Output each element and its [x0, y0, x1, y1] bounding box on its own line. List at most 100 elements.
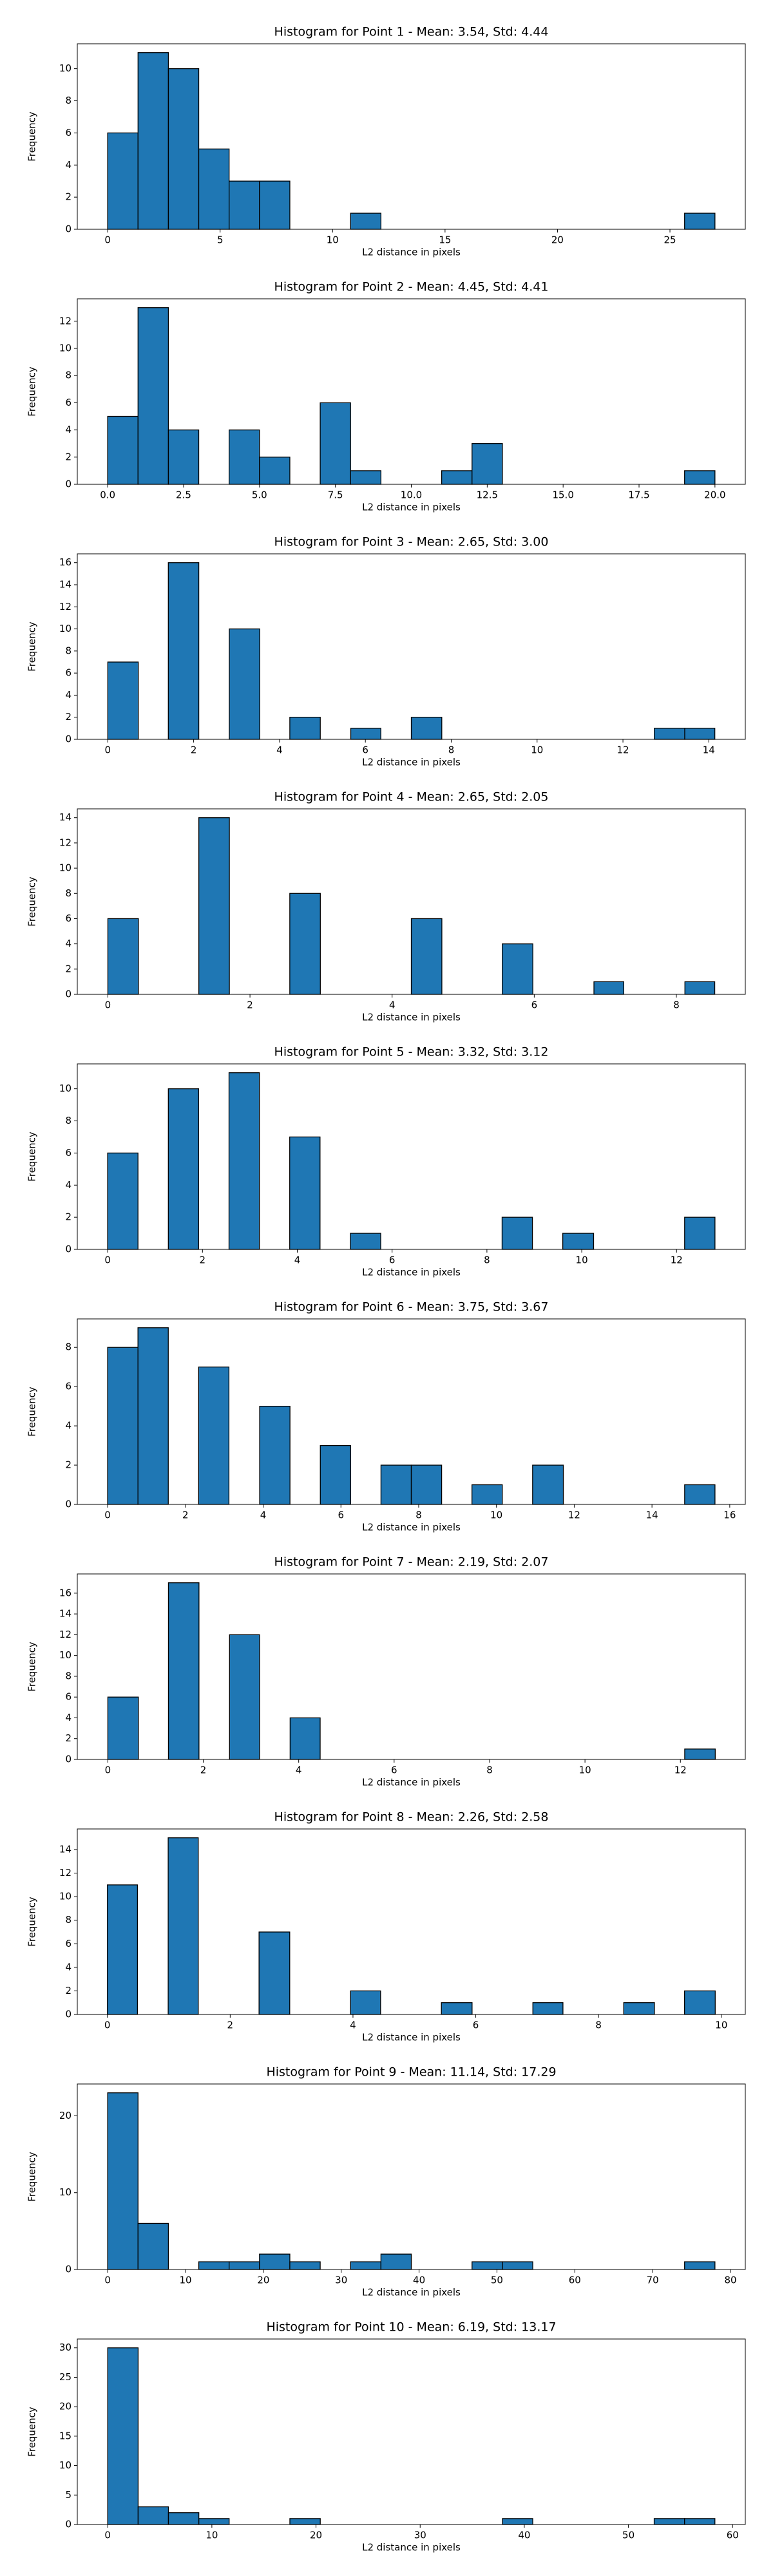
x-tick-label: 4 — [350, 2020, 356, 2031]
y-tick-label: 10 — [59, 2459, 72, 2471]
bar — [684, 1217, 716, 1250]
bar — [472, 2261, 503, 2270]
x-tick-label: 14 — [703, 744, 715, 756]
bar — [623, 2002, 655, 2015]
x-tick-label: 0 — [104, 2530, 111, 2541]
x-tick-label: 60 — [727, 2530, 739, 2541]
y-axis-label: Frequency — [26, 1132, 38, 1182]
y-tick-label: 12 — [59, 1629, 72, 1640]
bar — [167, 429, 200, 485]
x-tick-label: 10 — [205, 2530, 218, 2541]
x-tick-label: 8 — [448, 744, 455, 756]
x-tick-label: 15.0 — [552, 489, 573, 501]
x-tick-label: 8 — [595, 2020, 602, 2031]
y-tick-label: 0 — [65, 2264, 72, 2275]
x-tick-label: 0 — [105, 744, 111, 756]
y-axis-label: Frequency — [26, 621, 38, 672]
x-tick-label: 6 — [389, 1255, 396, 1266]
bar — [107, 415, 138, 485]
bar — [289, 717, 321, 740]
bar — [684, 1748, 716, 1760]
bar — [683, 1990, 716, 2015]
y-tick-label: 8 — [65, 1914, 72, 1926]
subplot: Histogram for Point 4 - Mean: 2.65, Std:… — [26, 790, 746, 1023]
y-tick-label: 6 — [65, 667, 72, 679]
x-tick-label: 6 — [473, 2020, 479, 2031]
y-tick-label: 6 — [65, 397, 72, 408]
subplot: Histogram for Point 6 - Mean: 3.75, Std:… — [26, 1300, 746, 1533]
x-tick-label: 8 — [484, 1255, 490, 1266]
y-tick-label: 16 — [59, 1587, 72, 1598]
x-tick-label: 17.5 — [628, 489, 649, 501]
y-tick-label: 2 — [65, 451, 72, 462]
bar — [289, 893, 321, 995]
bar — [410, 717, 443, 740]
y-tick-label: 5 — [65, 2489, 72, 2501]
y-tick-label: 4 — [65, 938, 72, 949]
x-tick-label: 0 — [105, 1765, 111, 1776]
x-tick-label: 12 — [671, 1255, 683, 1266]
y-axis-label: Frequency — [26, 876, 38, 927]
bar — [258, 1931, 291, 2015]
x-tick-label: 20.0 — [704, 489, 725, 501]
x-tick-label: 0 — [105, 999, 111, 1011]
x-tick-label: 4 — [276, 744, 283, 756]
bar — [562, 1233, 595, 1250]
bar — [410, 1464, 443, 1505]
y-tick-label: 16 — [59, 556, 72, 568]
subplot: Histogram for Point 5 - Mean: 3.32, Std:… — [26, 1045, 746, 1278]
subplot: Histogram for Point 7 - Mean: 2.19, Std:… — [26, 1555, 746, 1788]
bar — [259, 1405, 291, 1505]
y-tick-label: 4 — [65, 1420, 72, 1432]
x-tick-label: 16 — [723, 1510, 736, 1521]
y-axis-label: Frequency — [26, 111, 38, 162]
y-tick-label: 2 — [65, 711, 72, 723]
y-tick-label: 10 — [59, 1083, 72, 1094]
x-tick-label: 5 — [217, 234, 224, 246]
bar — [684, 2261, 716, 2270]
bar — [167, 68, 200, 230]
x-tick-label: 15 — [439, 234, 451, 246]
y-tick-label: 14 — [59, 1844, 72, 1855]
x-tick-label: 6 — [362, 744, 368, 756]
y-tick-label: 20 — [59, 2401, 72, 2412]
x-tick-label: 60 — [569, 2275, 581, 2286]
chart-title: Histogram for Point 6 - Mean: 3.75, Std:… — [274, 1300, 549, 1314]
subplot: Histogram for Point 3 - Mean: 2.65, Std:… — [26, 535, 746, 768]
y-axis-label: Frequency — [26, 1387, 38, 1437]
y-tick-label: 10 — [59, 1649, 72, 1661]
y-axis-label: Frequency — [26, 2407, 38, 2457]
y-tick-label: 6 — [65, 1381, 72, 1392]
bar — [410, 918, 443, 995]
x-tick-label: 0 — [104, 1510, 111, 1521]
y-tick-label: 10 — [59, 862, 72, 874]
y-tick-label: 8 — [65, 370, 72, 381]
bar — [502, 943, 533, 995]
plot-frame — [77, 1573, 746, 1760]
x-tick-label: 2.5 — [176, 489, 191, 501]
bar — [472, 443, 503, 485]
x-tick-label: 2 — [182, 1510, 189, 1521]
bar — [198, 2518, 230, 2525]
x-tick-label: 4 — [389, 999, 396, 1011]
bar — [107, 918, 139, 995]
x-tick-label: 6 — [531, 999, 538, 1011]
subplot: Histogram for Point 9 - Mean: 11.14, Std… — [26, 2065, 746, 2298]
y-tick-label: 0 — [65, 223, 72, 235]
y-tick-label: 8 — [65, 1341, 72, 1353]
x-tick-label: 12 — [674, 1765, 687, 1776]
y-tick-label: 8 — [65, 1115, 72, 1126]
x-tick-label: 10 — [715, 2020, 727, 2031]
x-tick-label: 7.5 — [328, 489, 343, 501]
bar — [289, 1136, 321, 1250]
bar — [472, 1484, 503, 1505]
y-tick-label: 4 — [65, 689, 72, 701]
x-tick-label: 10.0 — [401, 489, 422, 501]
bar — [259, 180, 291, 230]
bar — [137, 1327, 169, 1505]
bar — [137, 2506, 169, 2525]
bar — [229, 628, 260, 740]
x-axis-label: L2 distance in pixels — [362, 757, 461, 768]
chart-title: Histogram for Point 7 - Mean: 2.19, Std:… — [274, 1555, 549, 1569]
